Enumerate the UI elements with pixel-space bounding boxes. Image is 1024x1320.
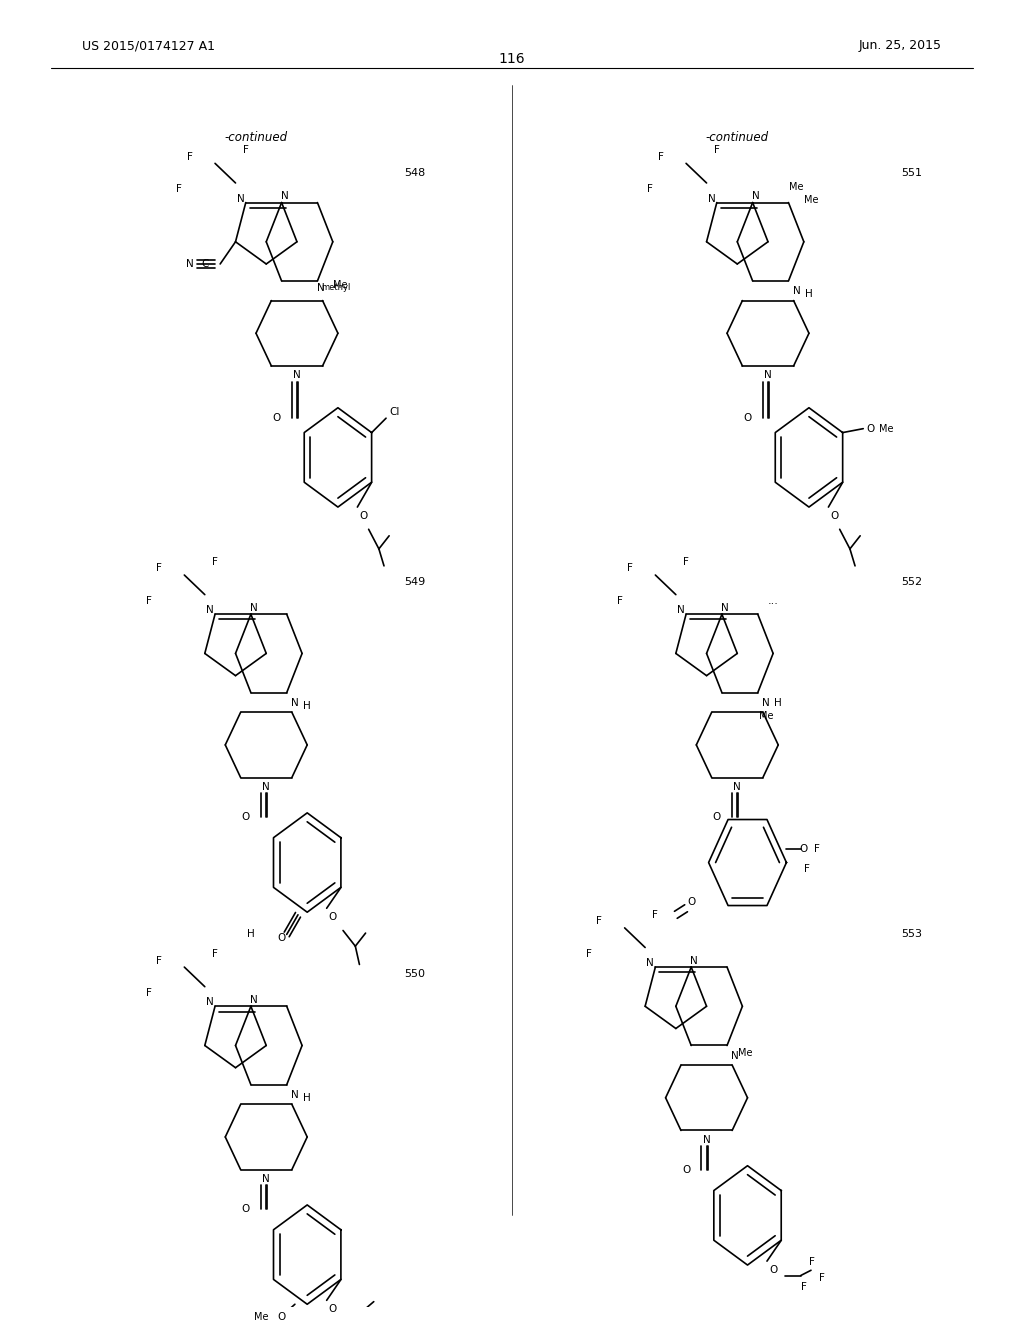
Text: O: O xyxy=(359,511,368,521)
Text: F: F xyxy=(819,1272,825,1283)
Text: F: F xyxy=(586,949,592,960)
Text: Me: Me xyxy=(804,195,818,205)
Text: F: F xyxy=(814,845,820,854)
Text: F: F xyxy=(627,564,633,573)
Text: N: N xyxy=(721,603,729,612)
Text: O: O xyxy=(242,812,250,822)
Text: N: N xyxy=(250,995,258,1005)
Text: N: N xyxy=(733,781,741,792)
Text: N: N xyxy=(793,286,801,297)
Text: N: N xyxy=(752,191,760,201)
Text: N: N xyxy=(731,1051,739,1061)
Text: 116: 116 xyxy=(499,51,525,66)
Text: C: C xyxy=(201,259,209,269)
Text: F: F xyxy=(809,1258,815,1267)
Text: O: O xyxy=(830,511,839,521)
Text: N: N xyxy=(281,191,289,201)
Text: Me: Me xyxy=(738,1048,753,1059)
Text: Me: Me xyxy=(254,1312,268,1320)
Text: Me: Me xyxy=(790,182,804,191)
Text: O: O xyxy=(743,413,752,424)
Text: H: H xyxy=(303,1093,311,1102)
Text: F: F xyxy=(212,557,218,568)
Text: N: N xyxy=(293,370,301,380)
Text: Me: Me xyxy=(759,711,773,721)
Text: N: N xyxy=(762,698,770,708)
Text: N: N xyxy=(206,606,214,615)
Text: H: H xyxy=(774,698,782,708)
Text: ···: ··· xyxy=(768,599,778,609)
Text: O: O xyxy=(713,812,721,822)
Text: F: F xyxy=(801,1282,807,1292)
Text: O: O xyxy=(769,1266,777,1275)
Text: O: O xyxy=(687,896,695,907)
Text: 548: 548 xyxy=(404,168,426,177)
Text: N: N xyxy=(708,194,716,203)
Text: Me: Me xyxy=(879,424,893,434)
Text: F: F xyxy=(176,185,182,194)
Text: O: O xyxy=(278,933,286,944)
Text: H: H xyxy=(303,701,311,710)
Text: N: N xyxy=(646,958,654,968)
Text: N: N xyxy=(185,259,194,269)
Text: 552: 552 xyxy=(901,577,923,586)
Text: N: N xyxy=(291,1090,299,1100)
Text: F: F xyxy=(714,145,720,156)
Text: N: N xyxy=(702,1135,711,1144)
Text: F: F xyxy=(652,909,658,920)
Text: N: N xyxy=(690,956,698,965)
Text: O: O xyxy=(800,845,808,854)
Text: 549: 549 xyxy=(404,577,426,586)
Text: F: F xyxy=(243,145,249,156)
Text: F: F xyxy=(647,185,653,194)
Text: N: N xyxy=(316,282,325,293)
Text: O: O xyxy=(329,1304,337,1315)
Text: N: N xyxy=(262,781,270,792)
Text: O: O xyxy=(682,1164,690,1175)
Text: F: F xyxy=(212,949,218,960)
Text: F: F xyxy=(156,956,162,965)
Text: N: N xyxy=(677,606,685,615)
Text: O: O xyxy=(272,413,281,424)
Text: Cl: Cl xyxy=(389,407,399,417)
Text: F: F xyxy=(657,152,664,162)
Text: N: N xyxy=(237,194,245,203)
Text: 553: 553 xyxy=(901,929,923,940)
Text: F: F xyxy=(156,564,162,573)
Text: N: N xyxy=(206,998,214,1007)
Text: H: H xyxy=(247,929,255,940)
Text: N: N xyxy=(262,1173,270,1184)
Text: Jun. 25, 2015: Jun. 25, 2015 xyxy=(859,40,942,53)
Text: US 2015/0174127 A1: US 2015/0174127 A1 xyxy=(82,40,215,53)
Text: N: N xyxy=(291,698,299,708)
Text: O: O xyxy=(278,1312,286,1320)
Text: -continued: -continued xyxy=(224,131,288,144)
Text: O: O xyxy=(329,912,337,923)
Text: methyl: methyl xyxy=(322,282,350,292)
Text: F: F xyxy=(145,989,152,998)
Text: F: F xyxy=(616,597,623,606)
Text: F: F xyxy=(145,597,152,606)
Text: F: F xyxy=(186,152,193,162)
Text: F: F xyxy=(596,916,602,927)
Text: 551: 551 xyxy=(901,168,923,177)
Text: F: F xyxy=(804,865,810,874)
Text: 550: 550 xyxy=(404,969,426,978)
Text: O: O xyxy=(866,424,874,434)
Text: N: N xyxy=(250,603,258,612)
Text: H: H xyxy=(805,289,813,300)
Text: -continued: -continued xyxy=(706,131,769,144)
Text: Me: Me xyxy=(333,280,347,290)
Text: F: F xyxy=(683,557,689,568)
Text: N: N xyxy=(764,370,772,380)
Text: O: O xyxy=(242,1204,250,1214)
